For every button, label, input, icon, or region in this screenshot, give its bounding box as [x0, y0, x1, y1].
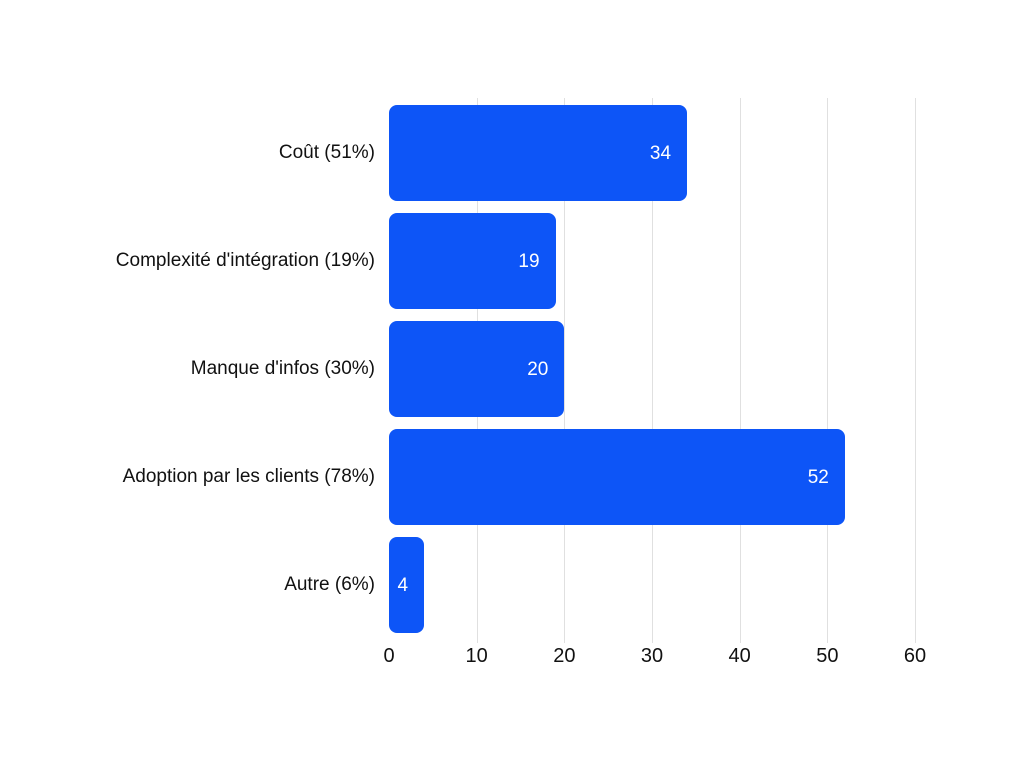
bar: 20	[389, 321, 565, 417]
bar: 19	[389, 213, 556, 309]
bar-value-label: 19	[518, 250, 540, 272]
gridline	[915, 98, 916, 643]
category-label: Manque d'infos (30%)	[190, 358, 375, 379]
bar: 4	[389, 537, 425, 633]
bar-value-label: 20	[527, 358, 549, 380]
category-label: Autre (6%)	[284, 574, 375, 595]
category-label: Adoption par les clients (78%)	[122, 466, 375, 487]
gridline	[564, 98, 566, 643]
x-axis: 0 10 20 30 40 50 60	[0, 645, 1024, 675]
bar-row: 34	[389, 105, 915, 201]
x-tick-label: 10	[465, 645, 488, 667]
bar: 52	[389, 429, 845, 525]
bar: 34	[389, 105, 688, 201]
gridline	[827, 98, 829, 643]
bar-row: 52	[389, 429, 915, 525]
x-tick-label: 0	[383, 645, 395, 667]
bar-row: 20	[389, 321, 915, 417]
x-tick-label: 30	[640, 645, 664, 667]
gridline	[739, 98, 741, 643]
bar-value-label: 4	[397, 574, 409, 596]
x-tick-label: 40	[728, 645, 751, 667]
x-tick-label: 50	[816, 645, 839, 667]
category-label: Coût (51%)	[278, 142, 375, 163]
bar-value-label: 34	[649, 142, 672, 164]
bar-row: 4	[389, 537, 915, 633]
x-tick-label: 20	[553, 645, 576, 667]
gridline	[652, 98, 653, 643]
bar-rows: 34 19 20 52 4	[389, 105, 915, 633]
bar-value-label: 52	[807, 466, 829, 488]
bar-row: 19	[389, 213, 915, 309]
category-label: Complexité d'intégration (19%)	[115, 250, 375, 271]
x-tick-label: 60	[903, 645, 927, 667]
